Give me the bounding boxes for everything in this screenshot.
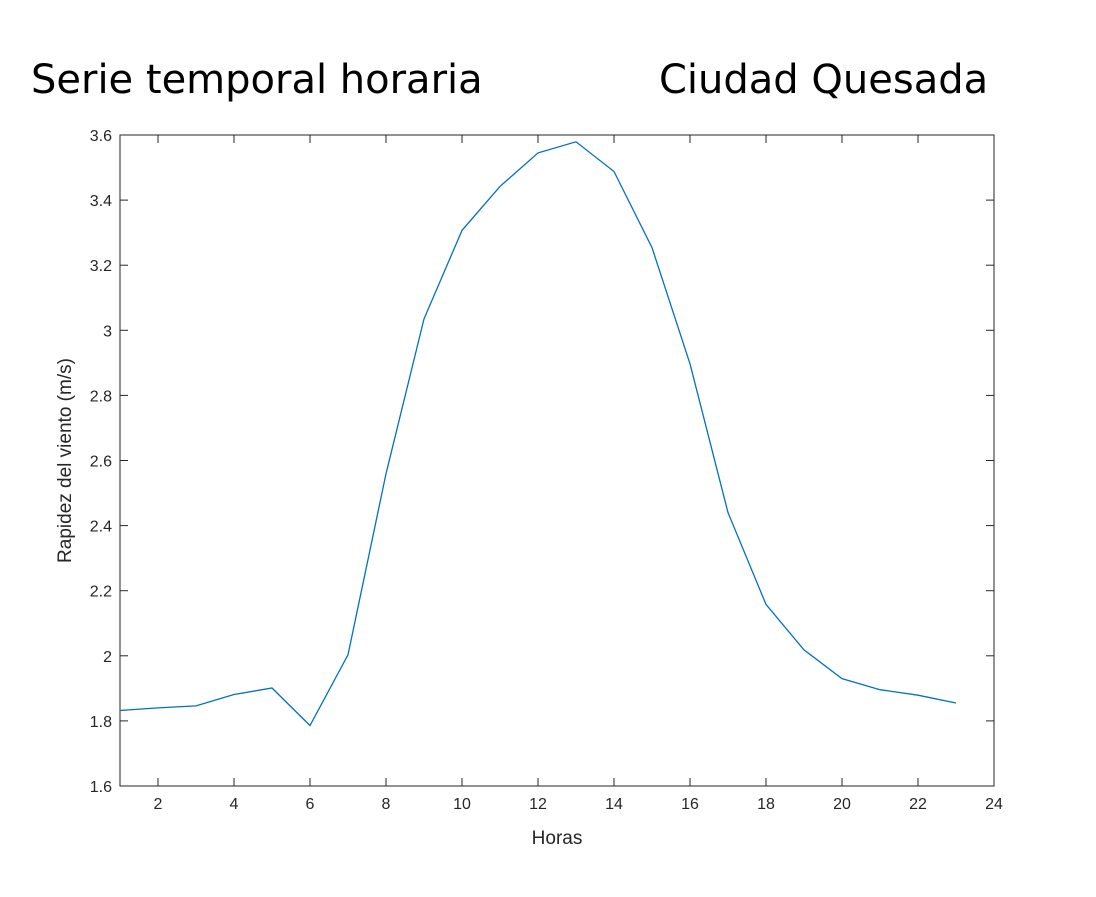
plot-area	[119, 134, 995, 787]
x-tick-label: 2	[154, 796, 163, 813]
x-axis-label: Horas	[532, 828, 583, 849]
y-tick-label: 3.2	[90, 258, 112, 275]
x-tick-label: 18	[757, 796, 775, 813]
x-tick-label: 22	[909, 796, 927, 813]
y-tick-label: 3.4	[90, 193, 112, 210]
x-tick-label: 16	[681, 796, 699, 813]
x-tick-label: 20	[833, 796, 851, 813]
x-tick-label: 6	[306, 796, 315, 813]
y-axis: 1.6 1.8 2 2.2 2.4 2.6 2.8 3 3.2 3.4 3.6	[90, 128, 994, 796]
y-tick-label: 3	[103, 323, 112, 340]
x-tick-label: 24	[985, 796, 1003, 813]
y-tick-label: 1.6	[90, 779, 112, 796]
x-tick-label: 10	[453, 796, 471, 813]
y-tick-label: 2.6	[90, 454, 112, 471]
x-axis: 2 4 6 8 10 12 14 16 18 20 22 24	[154, 135, 1003, 813]
y-tick-label: 2.8	[90, 388, 112, 405]
x-tick-label: 12	[529, 796, 547, 813]
y-tick-label: 3.6	[90, 128, 112, 145]
y-tick-label: 2.4	[90, 519, 112, 536]
x-tick-label: 4	[230, 796, 239, 813]
x-tick-label: 14	[605, 796, 623, 813]
x-tick-label: 8	[382, 796, 391, 813]
y-tick-label: 1.8	[90, 714, 112, 731]
y-tick-label: 2.2	[90, 584, 112, 601]
chart-title-right: Ciudad Quesada	[659, 57, 989, 103]
series-line	[119, 141, 957, 727]
y-axis-label: Rapidez del viento (m/s)	[55, 358, 76, 563]
chart-title-left: Serie temporal horaria	[31, 57, 483, 103]
y-tick-label: 2	[103, 649, 112, 666]
